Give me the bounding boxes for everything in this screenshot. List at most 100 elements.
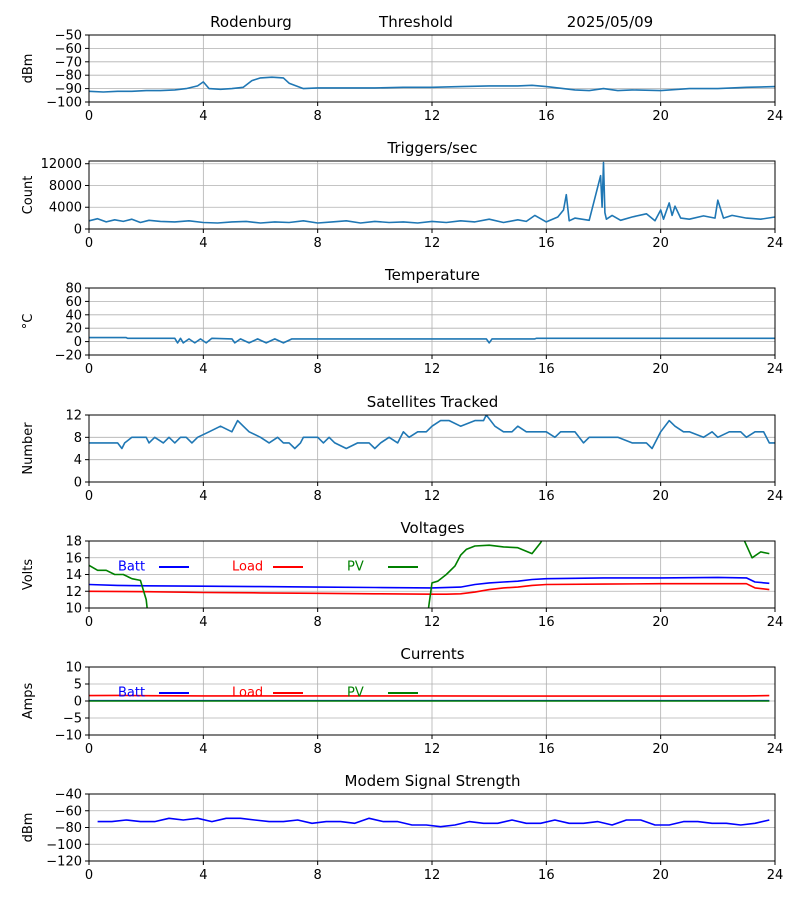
y-tick-label: 14: [65, 568, 82, 583]
x-tick-label: 4: [199, 615, 207, 630]
chart-title: Triggers/sec: [387, 139, 478, 157]
x-tick-label: 24: [767, 742, 784, 757]
y-tick-label: −70: [55, 55, 82, 70]
x-tick-label: 16: [538, 362, 555, 377]
y-tick-label: −100: [46, 96, 82, 111]
x-tick-label: 0: [85, 109, 93, 124]
y-tick-label: 0: [74, 223, 82, 238]
x-tick-label: 24: [767, 109, 784, 124]
x-tick-label: 16: [538, 236, 555, 251]
plot-area: [89, 415, 775, 450]
y-axis-label: Count: [21, 176, 36, 215]
y-axis-label: Number: [21, 422, 36, 475]
x-tick-label: 16: [538, 489, 555, 504]
legend-label-batt: Batt: [118, 686, 145, 701]
y-tick-label: −80: [55, 69, 82, 84]
x-tick-label: 8: [314, 109, 322, 124]
x-tick-label: 8: [314, 362, 322, 377]
chart-title: Voltages: [400, 519, 464, 537]
y-tick-label: −90: [55, 82, 82, 97]
y-tick-label: 5: [74, 678, 82, 693]
series-line-modem: [97, 817, 770, 828]
header-label: Threshold: [378, 13, 453, 31]
plot-area: [89, 541, 770, 608]
x-tick-label: 24: [767, 615, 784, 630]
legend-label-load: Load: [232, 686, 263, 701]
legend-label-batt: Batt: [118, 560, 145, 575]
x-tick-label: 12: [424, 236, 441, 251]
chart-modem: 0 4 8 12 16 20 24 −120 −100 −80 −60−40 Modem Signal…: [21, 772, 783, 883]
y-tick-label: −60: [55, 42, 82, 57]
x-tick-label: 4: [199, 742, 207, 757]
x-tick-label: 12: [424, 742, 441, 757]
y-tick-label: −120: [46, 855, 82, 870]
y-axis-label: Amps: [21, 682, 36, 719]
y-tick-label: −50: [55, 29, 82, 44]
plot-area: [89, 336, 775, 344]
x-tick-label: 20: [652, 362, 669, 377]
x-tick-label: 20: [652, 109, 669, 124]
x-tick-label: 24: [767, 362, 784, 377]
series-line-temperature: [89, 336, 775, 344]
x-tick-label: 16: [538, 742, 555, 757]
chart-title: Temperature: [384, 266, 480, 284]
x-tick-label: 0: [85, 236, 93, 251]
x-tick-label: 24: [767, 868, 784, 883]
x-tick-label: 16: [538, 615, 555, 630]
y-tick-label: 0: [74, 476, 82, 491]
chart-title: Currents: [400, 645, 464, 663]
y-tick-label: 16: [65, 551, 82, 566]
plot-area: [89, 76, 775, 93]
x-tick-label: 8: [314, 489, 322, 504]
y-tick-label: −60: [55, 804, 82, 819]
x-tick-label: 4: [199, 362, 207, 377]
y-tick-label: 4000: [49, 201, 82, 216]
y-tick-label: 10: [65, 661, 82, 676]
series-line-triggers: [89, 161, 775, 224]
x-tick-label: 12: [424, 109, 441, 124]
y-tick-label: 0: [74, 695, 82, 710]
series-line-batt: [89, 576, 770, 589]
series-line-pv: [89, 541, 770, 608]
x-tick-label: 4: [199, 868, 207, 883]
y-tick-label: 0: [74, 335, 82, 350]
chart-threshold: 0 4 8 12 16 20 24 −100−90−80−70−60−50 dBm: [21, 29, 783, 125]
y-axis-label: Volts: [21, 559, 36, 591]
plot-area: [89, 694, 770, 702]
x-tick-label: 20: [652, 742, 669, 757]
x-tick-label: 20: [652, 489, 669, 504]
y-tick-label: 60: [65, 295, 82, 310]
y-tick-label: −100: [46, 838, 82, 853]
x-tick-label: 24: [767, 236, 784, 251]
y-tick-label: 40: [65, 308, 82, 323]
y-tick-label: −20: [55, 349, 82, 364]
x-tick-label: 0: [85, 742, 93, 757]
header-date: 2025/05/09: [567, 13, 653, 31]
x-tick-label: 0: [85, 868, 93, 883]
x-tick-label: 12: [424, 868, 441, 883]
x-tick-label: 24: [767, 489, 784, 504]
series-line-satellites: [89, 415, 775, 450]
chart-title: Satellites Tracked: [367, 393, 498, 411]
x-tick-label: 8: [314, 742, 322, 757]
x-tick-label: 4: [199, 489, 207, 504]
y-tick-label: 8000: [49, 179, 82, 194]
x-tick-label: 20: [652, 868, 669, 883]
series-line-load: [89, 582, 770, 596]
x-tick-label: 0: [85, 489, 93, 504]
x-tick-label: 16: [538, 868, 555, 883]
x-tick-label: 16: [538, 109, 555, 124]
chart-title: Modem Signal Strength: [345, 772, 521, 790]
y-axis-label: °C: [21, 314, 36, 330]
y-axis-label: dBm: [21, 54, 36, 84]
x-tick-label: 8: [314, 236, 322, 251]
y-tick-label: −5: [63, 712, 82, 727]
x-tick-label: 12: [424, 362, 441, 377]
y-tick-label: 10: [65, 602, 82, 617]
series-line-threshold: [89, 76, 775, 93]
chart-satellites: 0 4 8 12 16 20 24 0 4 8 12 Satellites Tracked Number: [21, 393, 783, 504]
x-tick-label: 12: [424, 489, 441, 504]
y-tick-label: 12000: [41, 157, 82, 172]
